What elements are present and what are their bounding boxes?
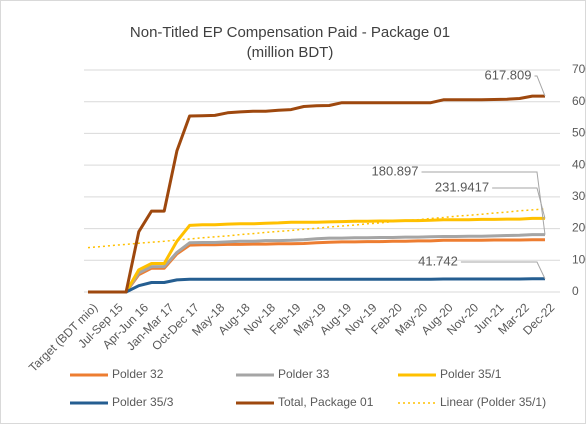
leader-line <box>492 187 546 219</box>
y-tick-label: 100 <box>572 252 586 266</box>
data-label: 231.9417 <box>435 179 489 194</box>
y-tick-label: 600 <box>572 94 586 108</box>
legend-label: Polder 35/1 <box>440 367 502 381</box>
data-label: 617.809 <box>485 67 532 82</box>
trend-line <box>87 208 546 249</box>
data-label: 180.897 <box>372 163 419 178</box>
y-tick-label: 0 <box>572 284 579 298</box>
chart-subtitle: (million BDT) <box>247 44 334 61</box>
legend-label: Total, Package 01 <box>278 395 374 409</box>
y-tick-label: 500 <box>572 126 586 140</box>
legend-label: Polder 33 <box>278 367 330 381</box>
leader-line <box>534 75 546 97</box>
y-tick-label: 400 <box>572 157 586 171</box>
y-tick-label: 300 <box>572 189 586 203</box>
series-line <box>88 94 545 294</box>
series-line <box>88 216 545 294</box>
legend-label: Linear (Polder 35/1) <box>440 395 546 409</box>
leader-line <box>460 261 546 279</box>
chart-title: Non-Titled EP Compensation Paid - Packag… <box>130 24 450 41</box>
y-tick-label: 700 <box>572 62 586 76</box>
series-line <box>88 238 545 294</box>
y-tick-label: 200 <box>572 221 586 235</box>
data-label: 41.742 <box>418 253 458 268</box>
legend-label: Polder 32 <box>112 367 164 381</box>
series-line <box>88 277 545 294</box>
leader-line <box>421 171 546 235</box>
legend-label: Polder 35/3 <box>112 395 174 409</box>
series-line <box>88 233 545 294</box>
